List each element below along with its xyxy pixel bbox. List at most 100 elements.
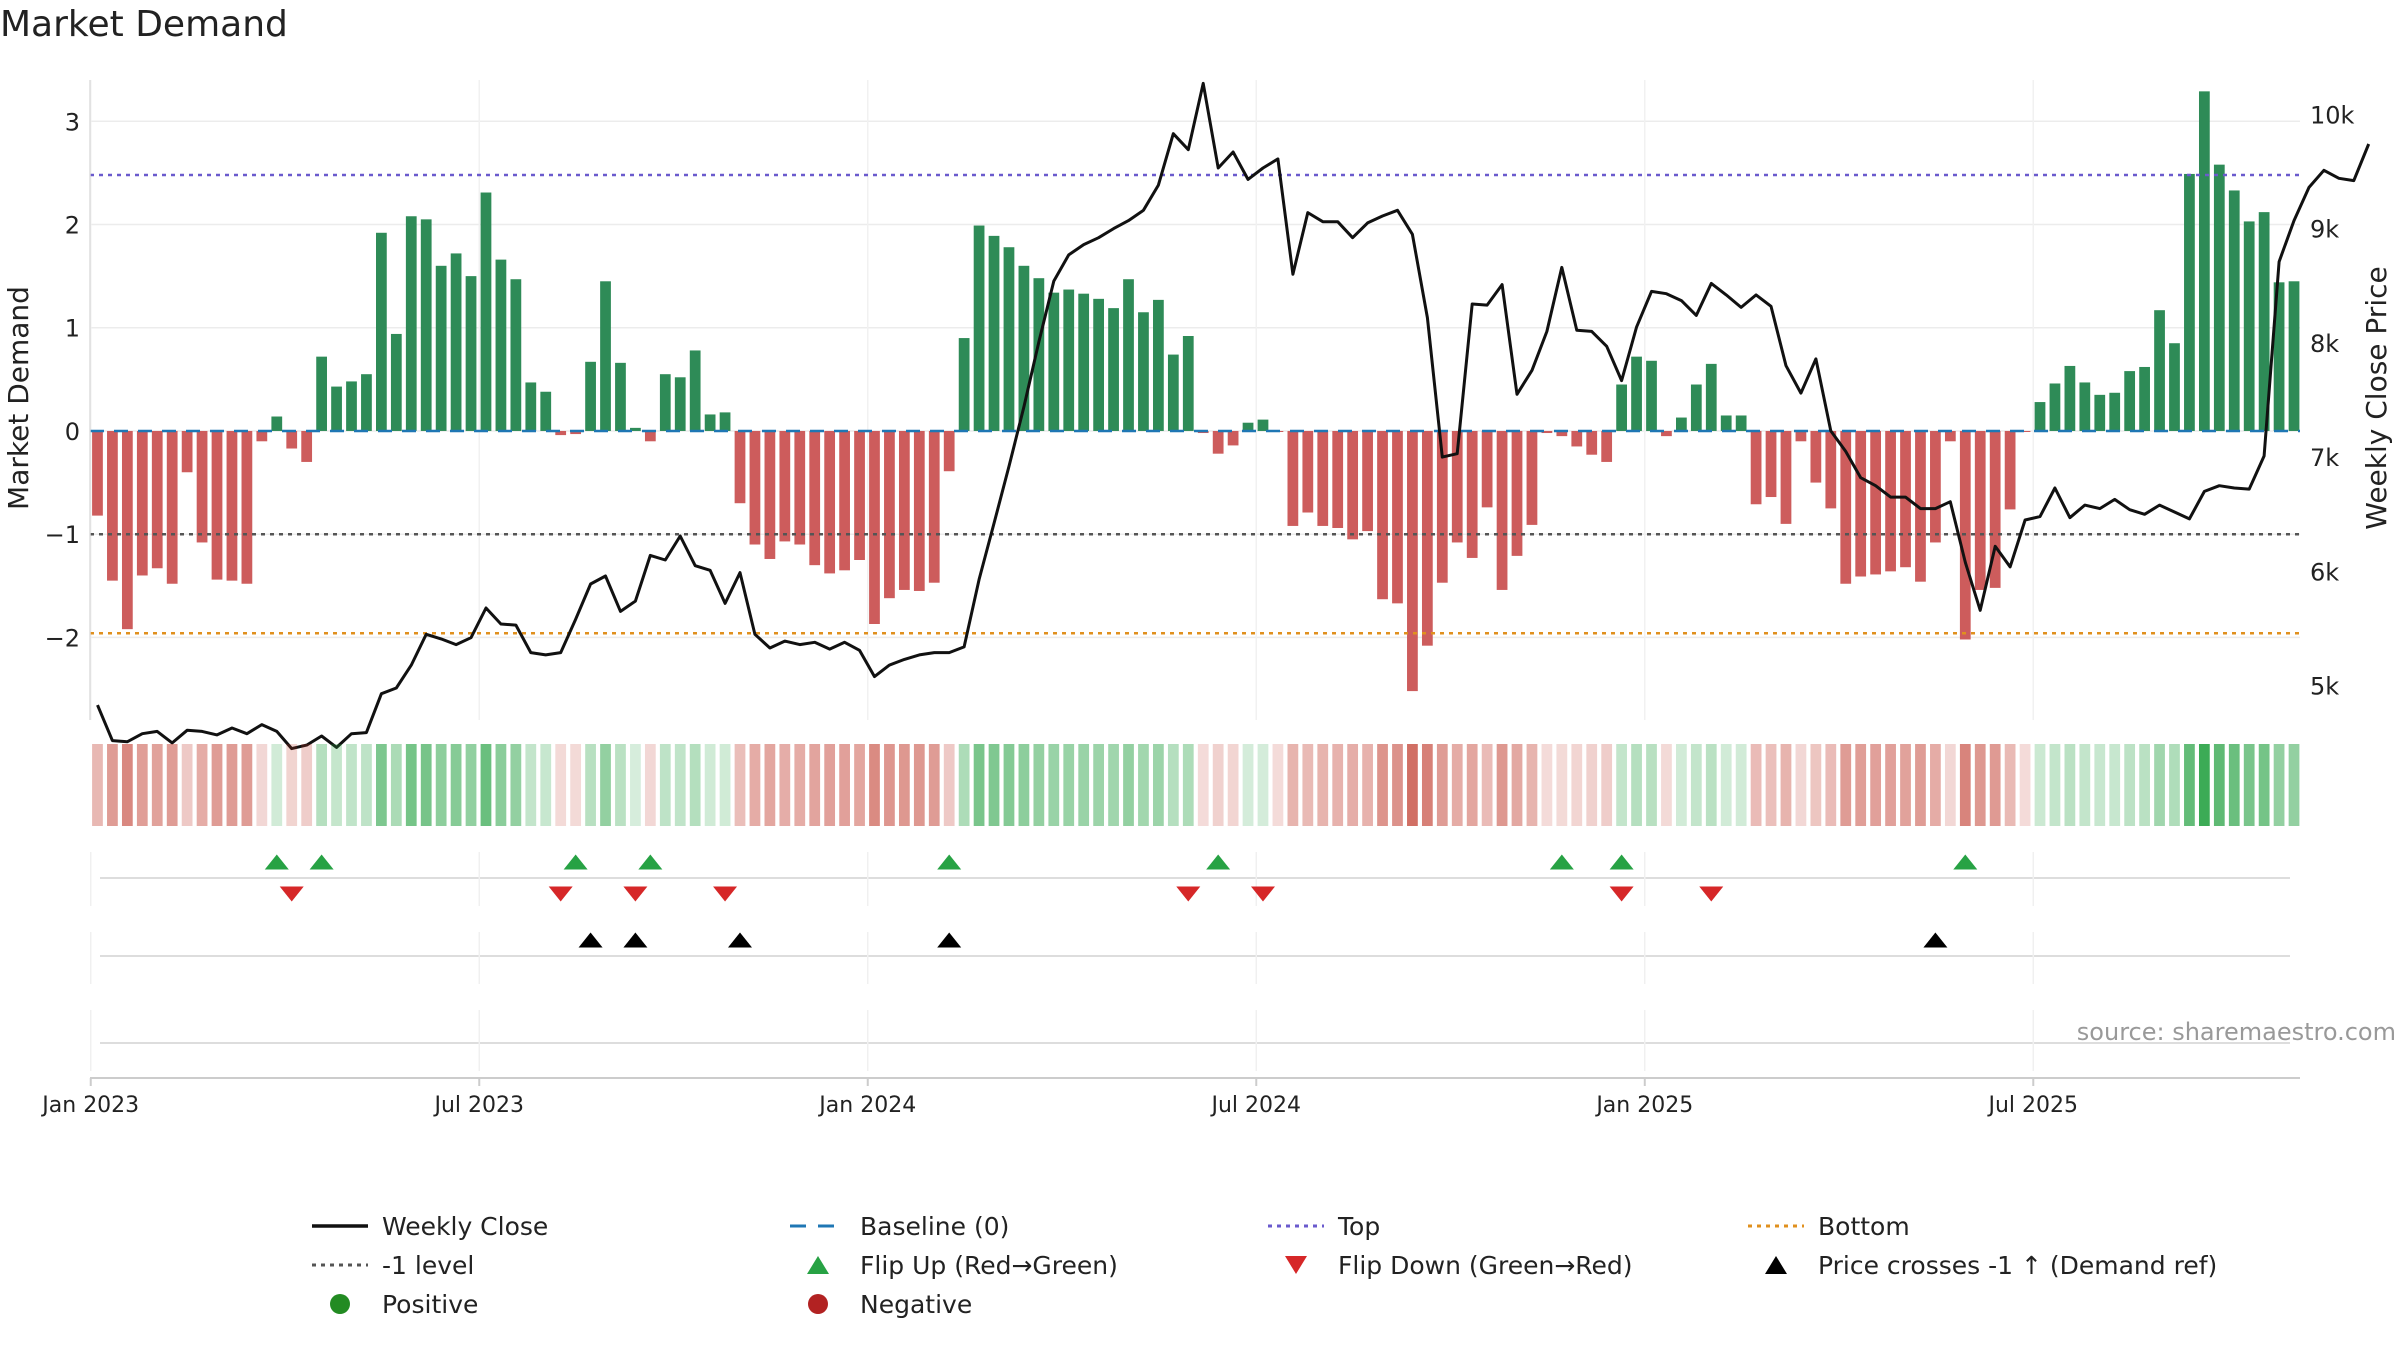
heat-cell [2124, 744, 2136, 826]
price-cross-marker [623, 932, 648, 948]
heat-cell [809, 744, 821, 826]
heat-cell [1242, 744, 1254, 826]
demand-bar-negative [286, 430, 298, 449]
legend-item: Flip Up (Red→Green) [807, 1251, 1118, 1280]
axes: Market Demand Weekly Close Price 3 2 1 0 −1 −… [2, 80, 2393, 720]
demand-bar-negative [2019, 430, 2031, 432]
demand-bar-negative [809, 430, 821, 566]
heat-cell [659, 744, 671, 826]
y-tick-label: −1 [45, 521, 80, 549]
heat-cell [958, 744, 970, 826]
heat-cell [1735, 744, 1747, 826]
flip-up-marker [638, 854, 663, 870]
heat-cell [465, 744, 477, 826]
heat-cell [1317, 744, 1329, 826]
heat-cell [1720, 744, 1732, 826]
flip-up-marker [1549, 854, 1574, 870]
demand-bar-negative [928, 430, 940, 583]
demand-bar-negative [1377, 430, 1388, 600]
heat-cell [1586, 744, 1598, 826]
heat-cell [644, 744, 656, 826]
heat-cell [2034, 744, 2046, 826]
heat-cell [2154, 744, 2165, 826]
heat-cell [988, 744, 1000, 826]
heat-cell [749, 744, 761, 826]
flip-down-marker [548, 886, 573, 902]
heat-cell [719, 744, 731, 826]
heat-cell [1900, 744, 1911, 826]
demand-bar-positive [973, 225, 985, 431]
demand-bar-negative [1466, 430, 1478, 558]
demand-bar-positive [1705, 363, 1717, 431]
legend-label: Flip Up (Red→Green) [860, 1251, 1118, 1280]
heat-cell [1003, 744, 1015, 826]
heat-cell [1496, 744, 1508, 826]
demand-bar-negative [92, 430, 103, 516]
heat-cell [1750, 744, 1762, 826]
heat-cell [2019, 744, 2031, 826]
heat-cell [913, 744, 925, 826]
heat-cell [1436, 744, 1448, 826]
legend-swatch [808, 1294, 828, 1314]
heat-cell [1780, 744, 1792, 826]
heat-cell [1616, 744, 1627, 826]
heat-cell [1466, 744, 1478, 826]
demand-bar-negative [644, 430, 656, 442]
heat-cell [256, 744, 268, 826]
heat-cell [1048, 744, 1060, 826]
demand-bar-positive [2124, 371, 2136, 431]
demand-bar-positive [958, 338, 970, 431]
demand-bar-positive [1616, 384, 1627, 431]
heat-cell [1033, 744, 1045, 826]
demand-bar-negative [1855, 430, 1867, 577]
demand-bar-positive [2184, 173, 2195, 431]
price-cross-marker [937, 932, 962, 948]
demand-bar-negative [1571, 430, 1583, 447]
demand-bar-negative [256, 430, 268, 442]
heat-cell [1123, 744, 1134, 826]
heat-cell [1272, 744, 1284, 826]
demand-bar-negative [1661, 430, 1672, 437]
heat-cell [495, 744, 507, 826]
demand-bar-negative [1795, 430, 1807, 442]
x-tick-label: Jul 2023 [432, 1093, 524, 1118]
heat-cell [316, 744, 327, 826]
demand-bar-negative [1825, 430, 1837, 509]
heat-cell [136, 744, 148, 826]
heat-cell [600, 744, 611, 826]
heat-cell [1332, 744, 1344, 826]
heat-cell [615, 744, 626, 826]
demand-bar-negative [869, 430, 880, 624]
heat-cell [1571, 744, 1583, 826]
y2-tick-label: 6k [2310, 558, 2339, 586]
demand-bar-negative [151, 430, 163, 569]
heat-cell [1765, 744, 1777, 826]
heat-cell [2273, 744, 2285, 826]
demand-bar-positive [1646, 360, 1657, 431]
demand-bar-negative [166, 430, 178, 584]
demand-bar-positive [1257, 419, 1269, 431]
demand-bar-positive [405, 216, 417, 431]
heat-cell [450, 744, 462, 826]
heat-cell [1885, 744, 1896, 826]
heat-cell [689, 744, 701, 826]
demand-bar-positive [1003, 247, 1015, 431]
legend-item: Baseline (0) [790, 1212, 1009, 1241]
weekly-close-line [96, 81, 2371, 751]
price-cross-marker [1923, 932, 1948, 948]
heat-cell [585, 744, 596, 826]
demand-bar-positive [465, 276, 477, 431]
heat-cell [734, 744, 746, 826]
demand-bars [92, 91, 2300, 692]
heat-cell [1930, 744, 1941, 826]
heat-cell [107, 744, 118, 826]
demand-bar-negative [107, 430, 118, 581]
heat-cell [2109, 744, 2121, 826]
heat-cell [2228, 744, 2240, 826]
y-tick-label: 2 [65, 212, 80, 240]
legend-label: -1 level [382, 1251, 474, 1280]
demand-bar-positive [1048, 292, 1060, 431]
demand-bar-negative [1900, 430, 1911, 568]
heat-cell [540, 744, 552, 826]
